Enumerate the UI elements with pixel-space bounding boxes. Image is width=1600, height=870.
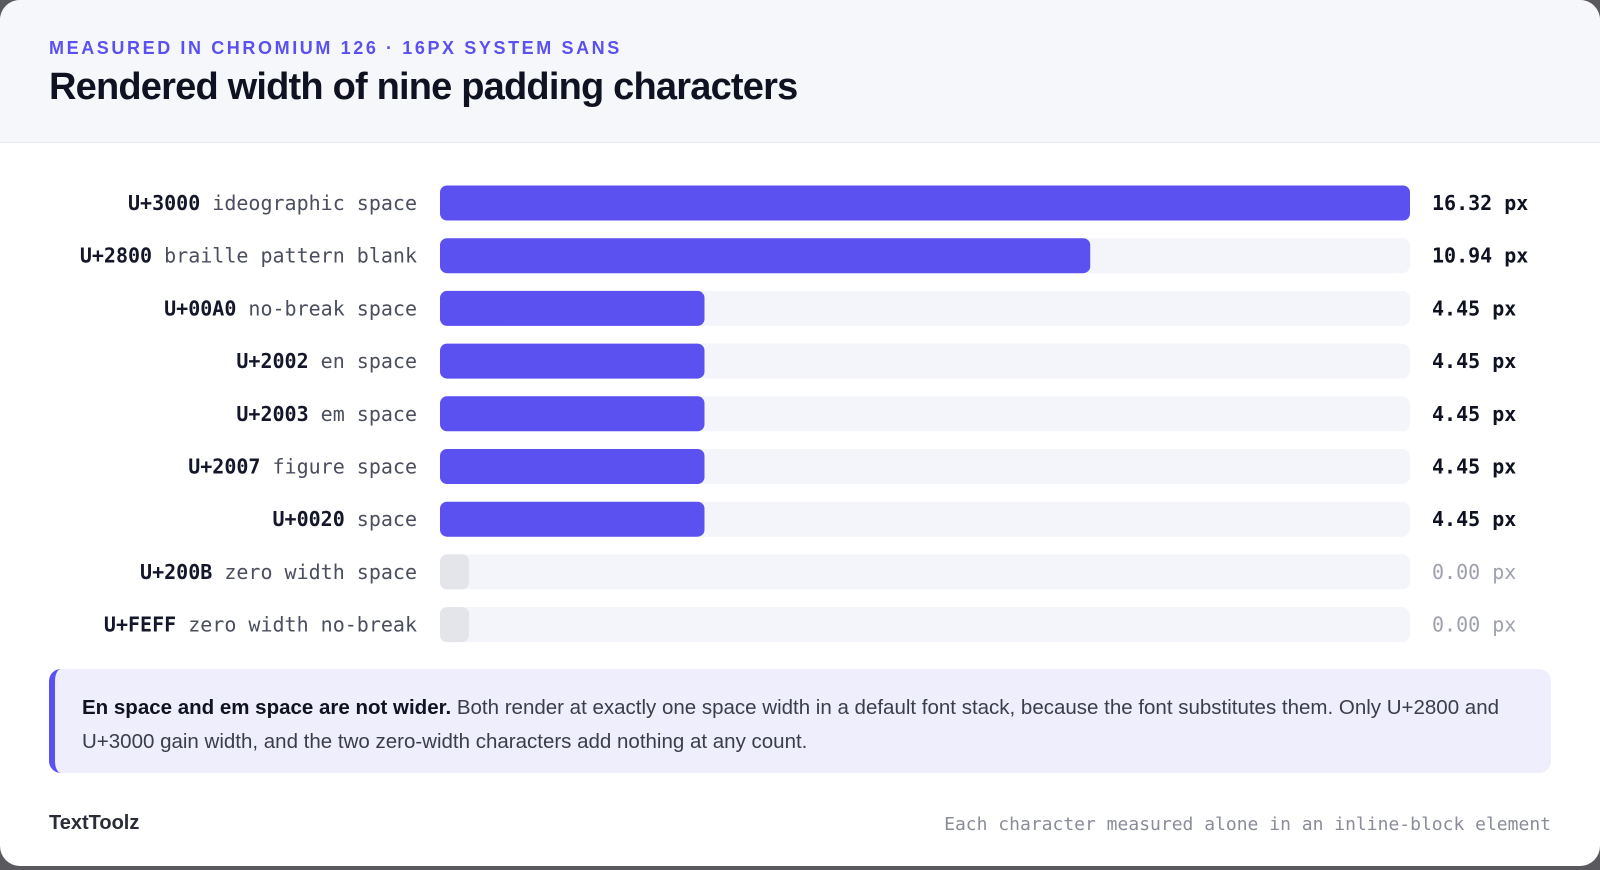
- value-label: 10.94 px: [1432, 244, 1528, 268]
- bar: [440, 185, 1410, 221]
- value-label: 4.45 px: [1432, 349, 1516, 373]
- bar: [440, 501, 705, 537]
- category-name: en space: [321, 349, 417, 373]
- category-label: U+2007 figure space: [188, 455, 417, 479]
- category-code: U+FEFF: [104, 613, 188, 637]
- category-label: U+2002 en space: [236, 349, 417, 373]
- category-label: U+2003 em space: [236, 402, 417, 426]
- value-label: 4.45 px: [1432, 455, 1516, 479]
- bar-track: [440, 554, 1410, 590]
- page-title: Rendered width of nine padding character…: [49, 66, 798, 108]
- category-name: ideographic space: [212, 191, 417, 215]
- bar: [440, 449, 705, 484]
- category-label: U+0020 space: [272, 507, 417, 531]
- card-header: MEASURED IN CHROMIUM 126 · 16PX SYSTEM S…: [0, 0, 1600, 143]
- value-label: 4.45 px: [1432, 296, 1516, 320]
- category-name: zero width no-break: [188, 613, 417, 637]
- bar: [440, 290, 705, 326]
- category-code: U+0020: [272, 507, 356, 531]
- bar: [440, 343, 705, 379]
- category-label: U+3000 ideographic space: [128, 191, 417, 215]
- value-label: 16.32 px: [1432, 191, 1528, 215]
- category-name: space: [357, 507, 417, 531]
- category-label: U+00A0 no-break space: [164, 296, 417, 320]
- value-label: 4.45 px: [1432, 507, 1516, 531]
- value-label: 0.00 px: [1432, 613, 1516, 637]
- category-code: U+2800: [80, 244, 164, 268]
- category-name: em space: [321, 402, 417, 426]
- value-label: 0.00 px: [1432, 560, 1516, 584]
- bar-zero-stub: [440, 554, 469, 590]
- bar-zero-stub: [440, 607, 469, 643]
- category-label: U+FEFF zero width no-break: [104, 613, 417, 637]
- value-label: 4.45 px: [1432, 402, 1516, 426]
- category-name: figure space: [273, 455, 418, 479]
- category-code: U+2007: [188, 455, 272, 479]
- brand-logo-text: TextToolz: [49, 812, 140, 834]
- category-code: U+2002: [236, 349, 320, 373]
- footer-note: Each character measured alone in an inli…: [944, 814, 1551, 835]
- category-code: U+200B: [140, 560, 224, 584]
- callout-note: En space and em space are not wider. Bot…: [49, 669, 1551, 773]
- category-label: U+200B zero width space: [140, 560, 417, 584]
- category-name: braille pattern blank: [164, 244, 417, 268]
- eyebrow-label: MEASURED IN CHROMIUM 126 · 16PX SYSTEM S…: [49, 38, 622, 58]
- bar-chart: U+3000 ideographic space 16.32 px U+2800 b…: [0, 143, 1600, 663]
- category-name: no-break space: [248, 296, 417, 320]
- callout-text: Both render at exactly one space width i…: [82, 696, 1499, 753]
- bar-track: [440, 607, 1410, 643]
- bar: [440, 238, 1091, 274]
- category-name: zero width space: [224, 560, 417, 584]
- category-code: U+00A0: [164, 296, 248, 320]
- callout-bold: En space and em space are not wider.: [82, 696, 452, 719]
- bar-chart-svg: U+3000 ideographic space 16.32 px U+2800 b…: [80, 185, 1528, 643]
- category-label: U+2800 braille pattern blank: [80, 244, 417, 268]
- category-code: U+3000: [128, 191, 212, 215]
- category-code: U+2003: [236, 402, 320, 426]
- bar: [440, 396, 705, 432]
